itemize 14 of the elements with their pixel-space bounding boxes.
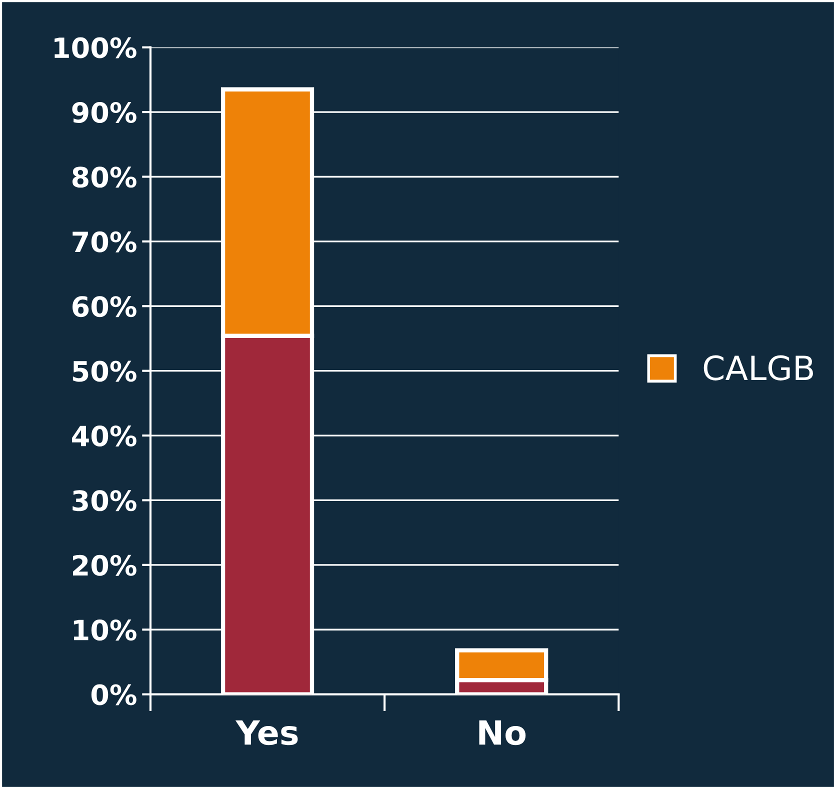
x-tick-label: Yes [235,720,298,746]
y-tick-label: 50% [72,360,136,382]
y-tick-label: 40% [72,425,136,446]
y-tick-label: 10% [74,620,136,641]
y-tick-label: 90% [72,102,136,123]
y-tick-label: 80% [72,166,136,188]
x-tick-label: No [479,720,526,746]
y-tick-label: 70% [72,231,136,252]
y-tick-label: 60% [72,296,136,318]
y-tick-label: 30% [72,490,136,512]
legend-label: CALGB [704,355,813,380]
y-tick-label: 100% [54,37,136,58]
y-tick-label: 20% [72,554,136,576]
y-tick-label: 0% [91,684,136,706]
